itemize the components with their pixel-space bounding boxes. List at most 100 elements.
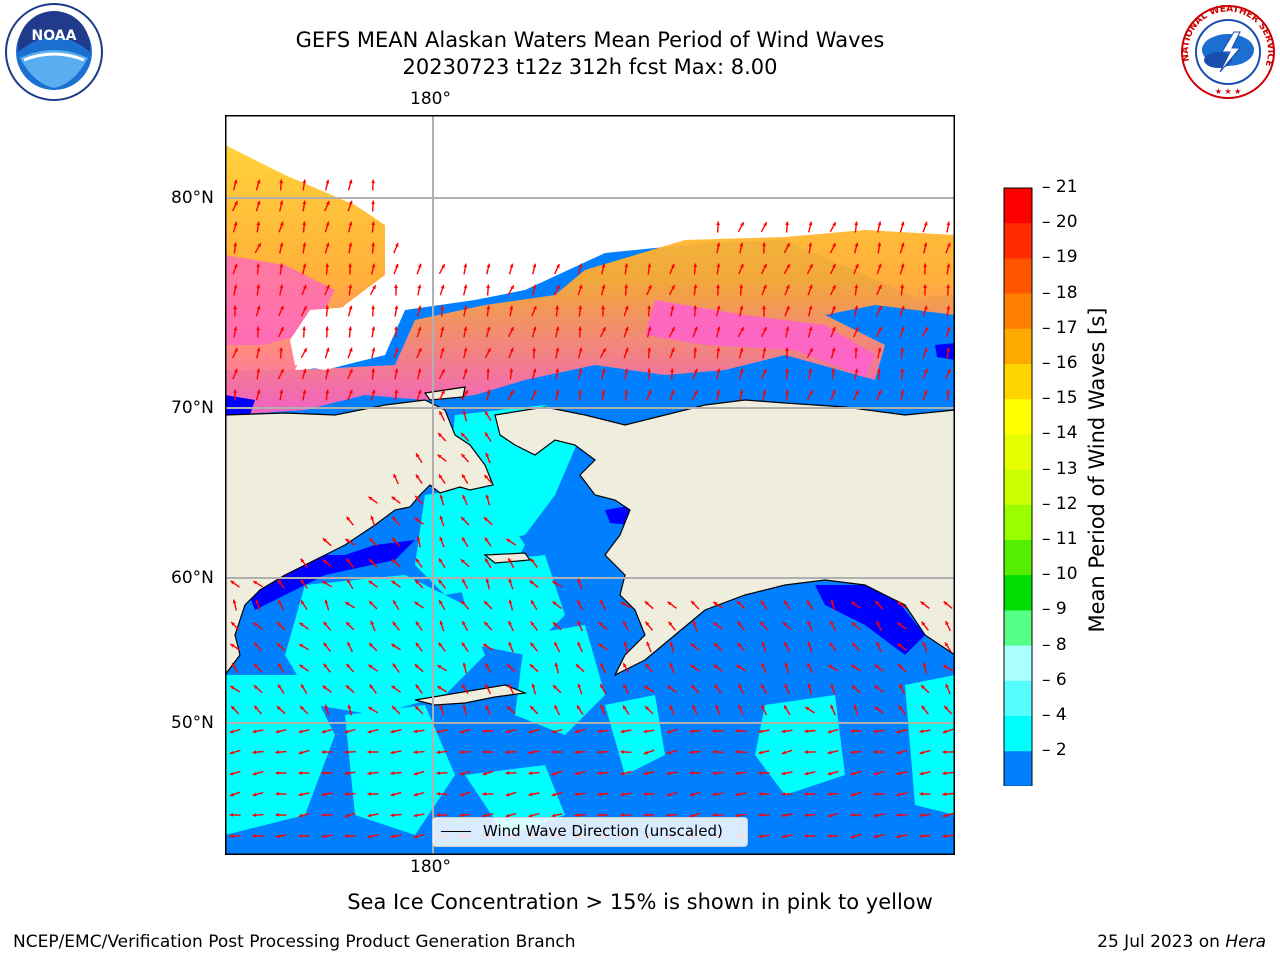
wind-wave-arrowhead (758, 813, 763, 817)
wind-wave-arrowhead (510, 327, 514, 332)
colorbar-segment (1004, 575, 1032, 611)
wind-wave-arrowhead (461, 600, 466, 605)
wind-wave-arrowhead (369, 601, 373, 605)
wind-wave-arrowhead (597, 729, 602, 734)
wind-wave-arrowhead (896, 813, 901, 817)
wind-wave-arrowhead (348, 263, 352, 268)
wind-wave-arrowhead (462, 537, 466, 542)
wind-wave-arrowhead (670, 347, 675, 352)
wind-wave-arrowhead (555, 347, 560, 352)
wind-wave-arrowhead (440, 326, 445, 331)
wind-wave-arrowhead (323, 642, 328, 647)
wind-wave-arrowhead (371, 221, 376, 226)
wind-wave-arrowhead (344, 792, 349, 797)
wind-wave-arrowhead (876, 621, 880, 625)
wind-wave-arrowhead (693, 284, 698, 289)
wind-wave-arrowhead (781, 750, 786, 755)
wind-wave-arrowhead (528, 750, 533, 755)
wind-wave-arrowhead (830, 621, 834, 626)
wind-wave-arrowhead (463, 368, 468, 373)
wind-wave-arrowhead (324, 599, 329, 604)
wind-wave-arrowhead (919, 834, 924, 839)
wind-wave-arrowhead (505, 792, 510, 797)
wind-wave-arrowhead (278, 600, 282, 604)
wind-wave-arrowhead (229, 834, 234, 838)
wind-wave-arrowhead (646, 641, 650, 646)
wind-wave-arrowhead (528, 792, 533, 797)
wind-wave-arrowhead (484, 537, 489, 542)
wind-wave-arrowhead (899, 684, 903, 689)
wind-wave-arrowhead (463, 263, 468, 268)
wind-wave-arrowhead (666, 792, 671, 797)
wind-wave-arrowhead (416, 536, 421, 541)
wind-wave-arrowhead (740, 327, 744, 332)
lon-label-top: 180° (410, 89, 451, 109)
wind-wave-arrowhead (850, 813, 854, 817)
wind-wave-arrowhead (875, 601, 880, 605)
wind-wave-arrowhead (946, 389, 951, 394)
wind-wave-arrowhead (669, 662, 674, 667)
wind-wave-arrowhead (459, 729, 464, 734)
wind-wave-arrowhead (390, 813, 395, 818)
wind-wave-arrowhead (784, 705, 788, 710)
wind-wave-arrowhead (233, 179, 238, 184)
wind-wave-arrowhead (415, 642, 420, 647)
wind-wave-arrowhead (439, 515, 444, 520)
wind-wave-arrowhead (896, 729, 901, 734)
wind-wave-arrowhead (898, 664, 902, 668)
wind-wave-arrowhead (597, 792, 602, 797)
wind-wave-arrowhead (483, 644, 488, 648)
wind-wave-arrowhead (391, 559, 396, 564)
wind-wave-arrowhead (233, 263, 238, 268)
wind-wave-arrowhead (485, 411, 489, 416)
wind-wave-arrowhead (368, 707, 373, 711)
wind-wave-arrowhead (462, 410, 467, 415)
wind-wave-arrowhead (485, 705, 489, 709)
wind-wave-arrowhead (762, 389, 767, 394)
colorbar-label: Mean Period of Wind Waves [s] (1085, 307, 1109, 633)
wind-wave-arrowhead (947, 369, 951, 373)
colorbar-segment (1004, 399, 1032, 435)
wind-wave-arrowhead (413, 834, 418, 839)
wind-wave-arrowhead (762, 305, 766, 310)
noaa-logo: NOAA (5, 3, 103, 101)
arctic-no-data (225, 115, 955, 370)
wind-wave-arrowhead (344, 834, 349, 839)
wind-wave-arrowhead (689, 729, 694, 734)
wind-wave-arrowhead (302, 368, 307, 373)
wind-wave-arrowhead (464, 390, 468, 395)
wind-wave-arrowhead (530, 642, 535, 647)
wind-wave-arrowhead (229, 792, 234, 797)
wind-wave-arrowhead (735, 729, 740, 733)
wind-wave-arrowhead (785, 347, 789, 352)
wind-wave-arrowhead (874, 664, 879, 669)
wind-wave-arrowhead (896, 792, 901, 797)
wind-wave-arrowhead (737, 601, 741, 606)
wind-wave-arrowhead (832, 243, 836, 248)
wind-wave-arrowhead (438, 642, 443, 647)
wind-wave-arrowhead (781, 813, 786, 818)
wind-wave-arrowhead (554, 642, 558, 647)
wind-wave-arrowhead (256, 347, 261, 352)
wind-wave-arrowhead (784, 684, 788, 688)
wind-wave-arrowhead (666, 750, 671, 755)
colorbar-segment (1004, 540, 1032, 576)
wind-wave-arrowhead (369, 559, 373, 563)
wind-wave-arrowhead (275, 834, 280, 839)
wind-wave-arrowhead (394, 305, 399, 310)
wind-wave-arrowhead (348, 221, 353, 226)
wind-wave-arrowhead (552, 581, 557, 585)
colorbar-segment (1004, 364, 1032, 400)
wind-wave-arrowhead (555, 389, 560, 394)
wind-wave-arrowhead (413, 813, 418, 818)
wind-wave-arrowhead (484, 474, 489, 479)
ice-gap (290, 305, 395, 370)
wind-wave-arrowhead (533, 390, 537, 394)
wind-wave-arrowhead (712, 813, 716, 817)
wind-wave-arrowhead (827, 729, 832, 734)
wind-wave-arrowhead (942, 834, 947, 839)
wind-wave-arrowhead (621, 602, 626, 606)
wind-wave-arrowhead (371, 305, 375, 310)
wind-wave-arrowhead (532, 347, 536, 352)
wind-wave-arrowhead (574, 813, 579, 818)
